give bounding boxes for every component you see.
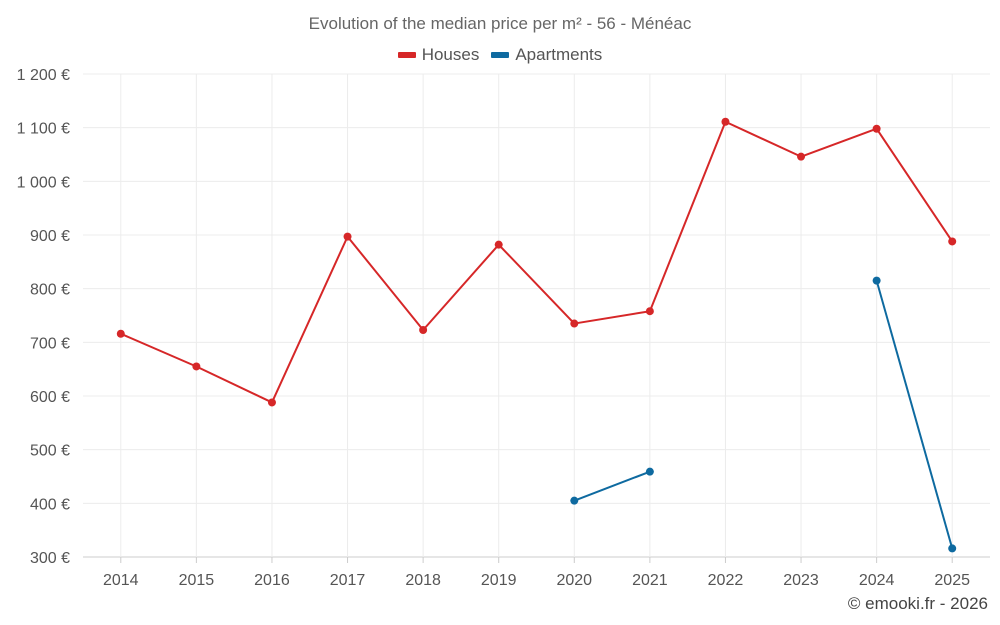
y-tick-label: 700 € [30, 335, 70, 352]
x-tick-label: 2016 [254, 572, 290, 589]
data-point-houses [721, 117, 730, 126]
y-tick-label: 300 € [30, 550, 70, 567]
series-line-apartments [573, 470, 651, 502]
data-point-houses [494, 240, 503, 249]
x-tick-label: 2017 [330, 572, 366, 589]
series-line-apartments [875, 280, 954, 549]
legend-label-apartments: Apartments [515, 45, 603, 64]
y-tick-label: 600 € [30, 389, 70, 406]
data-point-houses [267, 398, 276, 407]
y-tick-label: 1 200 € [17, 67, 70, 84]
data-point-apartments [872, 276, 881, 285]
legend-item-apartments[interactable]: Apartments [491, 45, 602, 65]
data-point-houses [116, 329, 125, 338]
y-tick-label: 400 € [30, 496, 70, 513]
legend-swatch-apartments [491, 52, 510, 58]
legend-label-houses: Houses [421, 45, 480, 64]
data-point-houses [948, 237, 957, 246]
x-tick-label: 2014 [103, 572, 139, 589]
data-point-houses [343, 232, 352, 241]
x-tick-label: 2023 [783, 572, 819, 589]
y-tick-label: 1 000 € [17, 174, 70, 191]
data-point-houses [570, 319, 579, 328]
data-point-apartments [645, 467, 654, 476]
legend-swatch-houses [397, 52, 416, 58]
x-tick-label: 2015 [179, 572, 215, 589]
data-point-houses [192, 362, 201, 371]
x-tick-label: 2019 [481, 572, 517, 589]
y-tick-label: 1 100 € [17, 121, 70, 138]
x-tick-label: 2025 [934, 572, 970, 589]
y-tick-label: 500 € [30, 443, 70, 460]
y-tick-label: 800 € [30, 282, 70, 299]
y-tick-label: 900 € [30, 228, 70, 245]
data-point-houses [872, 124, 881, 133]
x-tick-label: 2018 [405, 572, 441, 589]
data-point-apartments [948, 544, 957, 553]
x-tick-label: 2021 [632, 572, 668, 589]
watermark: © emooki.fr - 2026 [847, 594, 988, 613]
data-point-houses [645, 307, 654, 316]
data-point-houses [419, 325, 428, 334]
data-point-houses [797, 152, 806, 161]
x-tick-label: 2022 [708, 572, 744, 589]
x-tick-label: 2020 [556, 572, 592, 589]
legend: Houses Apartments [0, 45, 1000, 65]
legend-item-houses[interactable]: Houses [397, 45, 480, 65]
x-tick-label: 2024 [859, 572, 895, 589]
chart-title: Evolution of the median price per m² - 5… [308, 14, 692, 33]
data-point-apartments [570, 496, 579, 505]
series-line-houses [120, 120, 954, 404]
